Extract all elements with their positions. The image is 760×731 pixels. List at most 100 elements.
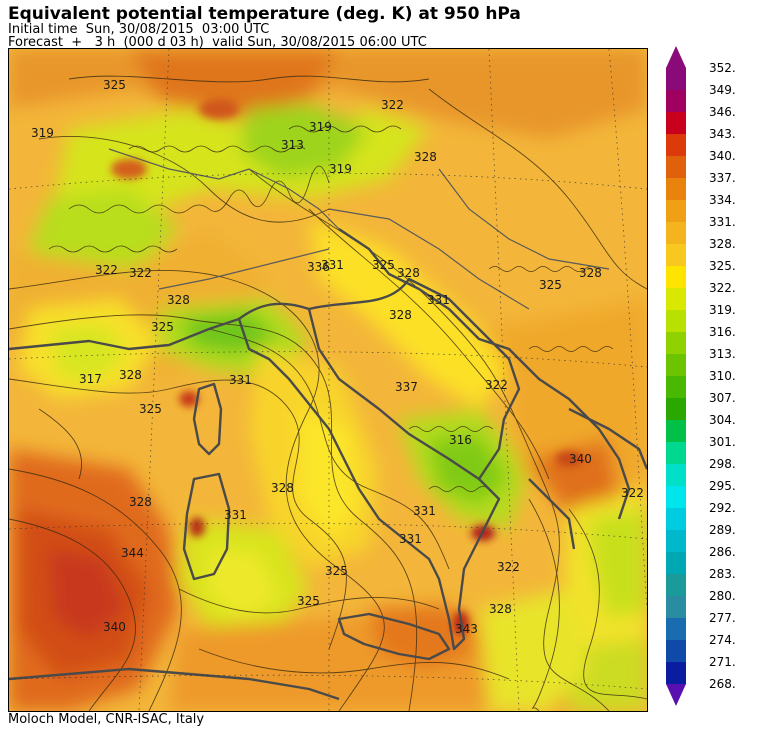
legend-level-label: 325. bbox=[709, 259, 736, 273]
legend-swatch bbox=[666, 376, 686, 398]
legend-level-label: 298. bbox=[709, 457, 736, 471]
contour-label: 340 bbox=[103, 620, 126, 634]
weather-map: 325 319 322 313 319 322 328 336 331 325 … bbox=[8, 48, 648, 712]
color-legend bbox=[664, 46, 754, 714]
legend-level-label: 301. bbox=[709, 435, 736, 449]
contour-label: 325 bbox=[325, 564, 348, 578]
contour-label: 331 bbox=[399, 532, 422, 546]
legend-level-label: 331. bbox=[709, 215, 736, 229]
legend-level-label: 313. bbox=[709, 347, 736, 361]
contour-label: 317 bbox=[79, 372, 102, 386]
legend-level-label: 343. bbox=[709, 127, 736, 141]
legend-swatch bbox=[666, 156, 686, 178]
legend-swatch bbox=[666, 662, 686, 684]
contour-label: 325 bbox=[103, 78, 126, 92]
legend-swatch bbox=[666, 332, 686, 354]
legend-level-label: 286. bbox=[709, 545, 736, 559]
legend-swatch bbox=[666, 486, 686, 508]
legend-arrow-top bbox=[666, 46, 686, 68]
initial-time-label: Initial time Sun, 30/08/2015 03:00 UTC bbox=[8, 22, 270, 37]
legend-level-label: 283. bbox=[709, 567, 736, 581]
legend-level-label: 289. bbox=[709, 523, 736, 537]
contour-label: 322 bbox=[381, 98, 404, 112]
contour-label: 328 bbox=[579, 266, 602, 280]
hot-spots bbox=[111, 99, 583, 635]
contour-label: 328 bbox=[119, 368, 142, 382]
contour-label: 340 bbox=[569, 452, 592, 466]
legend-arrow-bottom bbox=[666, 684, 686, 706]
legend-swatch bbox=[666, 574, 686, 596]
contour-label: 325 bbox=[151, 320, 174, 334]
map-title: Equivalent potential temperature (deg. K… bbox=[8, 4, 521, 24]
legend-level-label: 280. bbox=[709, 589, 736, 603]
contour-label: 331 bbox=[321, 258, 344, 272]
legend-level-label: 310. bbox=[709, 369, 736, 383]
legend-swatch bbox=[666, 552, 686, 574]
legend-swatch bbox=[666, 530, 686, 552]
legend-swatch bbox=[666, 222, 686, 244]
legend-level-label: 307. bbox=[709, 391, 736, 405]
contour-label: 331 bbox=[224, 508, 247, 522]
legend-level-label: 274. bbox=[709, 633, 736, 647]
contour-label: 331 bbox=[427, 293, 450, 307]
legend-level-label: 328. bbox=[709, 237, 736, 251]
legend-level-label: 292. bbox=[709, 501, 736, 515]
legend-level-label: 277. bbox=[709, 611, 736, 625]
contour-label: 313 bbox=[281, 138, 304, 152]
contour-label: 319 bbox=[309, 120, 332, 134]
legend-swatch bbox=[666, 134, 686, 156]
legend-swatch bbox=[666, 596, 686, 618]
contour-label: 328 bbox=[389, 308, 412, 322]
legend-level-label: 337. bbox=[709, 171, 736, 185]
legend-swatch bbox=[666, 618, 686, 640]
contour-label: 322 bbox=[129, 266, 152, 280]
legend-level-label: 349. bbox=[709, 83, 736, 97]
legend-swatch bbox=[666, 244, 686, 266]
contour-label: 336 bbox=[307, 260, 330, 274]
legend-level-label: 268. bbox=[709, 677, 736, 691]
model-credit: Moloch Model, CNR-ISAC, Italy bbox=[8, 712, 205, 727]
legend-swatch bbox=[666, 464, 686, 486]
contour-label: 331 bbox=[229, 373, 252, 387]
legend-swatch bbox=[666, 310, 686, 332]
legend-swatch bbox=[666, 288, 686, 310]
contour-label: 322 bbox=[621, 486, 644, 500]
contour-label: 328 bbox=[167, 293, 190, 307]
contour-label: 328 bbox=[271, 481, 294, 495]
contour-label: 325 bbox=[372, 258, 395, 272]
contour-labels: 325 319 322 313 319 322 328 336 331 325 … bbox=[31, 78, 644, 636]
legend-level-label: 271. bbox=[709, 655, 736, 669]
legend-level-label: 340. bbox=[709, 149, 736, 163]
contour-label: 322 bbox=[497, 560, 520, 574]
legend-swatch bbox=[666, 68, 686, 90]
legend-swatch bbox=[666, 508, 686, 530]
legend-swatch bbox=[666, 200, 686, 222]
legend-level-label: 304. bbox=[709, 413, 736, 427]
graticule bbox=[9, 49, 647, 711]
legend-swatch bbox=[666, 640, 686, 662]
contour-label: 322 bbox=[485, 378, 508, 392]
contour-label: 331 bbox=[413, 504, 436, 518]
legend-colorbar bbox=[666, 46, 686, 706]
legend-level-label: 352. bbox=[709, 61, 736, 75]
alpine-contours bbox=[48, 125, 614, 492]
contour-label: 316 bbox=[449, 433, 472, 447]
contour-label: 328 bbox=[414, 150, 437, 164]
legend-level-label: 346. bbox=[709, 105, 736, 119]
legend-swatch bbox=[666, 354, 686, 376]
contour-label: 325 bbox=[539, 278, 562, 292]
contour-label: 325 bbox=[139, 402, 162, 416]
legend-swatch bbox=[666, 178, 686, 200]
legend-level-label: 316. bbox=[709, 325, 736, 339]
map-canvas: 325 319 322 313 319 322 328 336 331 325 … bbox=[9, 49, 647, 711]
contour-label: 343 bbox=[455, 622, 478, 636]
contour-label: 344 bbox=[121, 546, 144, 560]
legend-swatch bbox=[666, 112, 686, 134]
contour-label: 319 bbox=[329, 162, 352, 176]
contour-label: 328 bbox=[397, 266, 420, 280]
contour-lines bbox=[9, 75, 647, 711]
contour-label: 319 bbox=[31, 126, 54, 140]
legend-level-label: 334. bbox=[709, 193, 736, 207]
forecast-valid-label: Forecast + 3 h (000 d 03 h) valid Sun, 3… bbox=[8, 35, 427, 50]
coastlines bbox=[9, 228, 647, 701]
